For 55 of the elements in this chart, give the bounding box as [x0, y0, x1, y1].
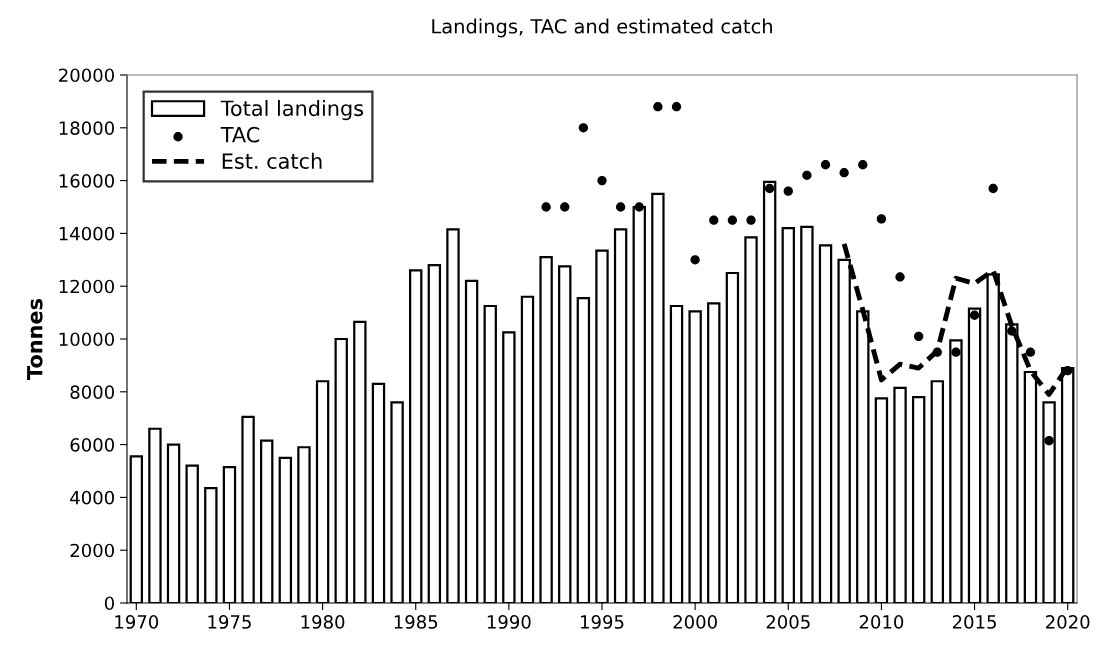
point [858, 160, 868, 170]
x-tick-label: 1990 [487, 615, 531, 629]
point [802, 170, 812, 180]
y-tick-label: 8000 [70, 385, 114, 399]
y-tick-label: 20000 [59, 68, 114, 83]
legend-label: Est. catch [222, 152, 322, 169]
y-axis-title: Tonnes [27, 299, 43, 380]
x-tick-label: 2005 [766, 615, 810, 629]
chart-title: Landings, TAC and estimated catch [432, 18, 772, 38]
x-tick-label: 1975 [208, 615, 251, 629]
point [914, 331, 924, 342]
y-tick-label: 4000 [70, 490, 114, 505]
point [1007, 326, 1017, 336]
x-tick-label: 1980 [301, 615, 345, 629]
point [709, 215, 719, 225]
point [820, 160, 831, 170]
y-tick-label: 14000 [59, 226, 114, 241]
y-tick-label: 16000 [59, 174, 114, 188]
y-tick-label: 12000 [59, 279, 114, 294]
point [932, 347, 942, 357]
point [839, 168, 849, 178]
y-tick-label: 2000 [70, 543, 114, 558]
x-tick-label: 2000 [673, 615, 717, 629]
x-tick-label: 1995 [581, 615, 624, 629]
point [1025, 347, 1036, 357]
point [764, 183, 775, 194]
x-tick-label: 2020 [1046, 615, 1090, 629]
point [578, 123, 589, 133]
point [895, 272, 905, 282]
x-tick-label: 1970 [115, 615, 159, 629]
point [876, 214, 887, 224]
point [671, 102, 682, 112]
point [727, 215, 738, 225]
point [969, 310, 980, 320]
legend-label: TAC [220, 126, 260, 143]
x-tick-label: 2010 [859, 615, 904, 629]
y-tick-label: 6000 [70, 438, 114, 452]
y-tick-label: 10000 [59, 332, 114, 347]
point [615, 202, 626, 212]
point [653, 102, 663, 112]
y-tick-label: 18000 [59, 121, 114, 135]
legend-label: Total landings [220, 100, 364, 121]
y-tick-label: 0 [104, 596, 114, 611]
x-tick-label: 1985 [394, 615, 438, 629]
point [560, 202, 570, 212]
point [1044, 435, 1054, 446]
point [634, 202, 644, 212]
point [988, 183, 998, 194]
x-tick-label: 2015 [952, 615, 996, 629]
point [690, 255, 700, 265]
point [951, 347, 961, 357]
point [783, 186, 793, 196]
point [597, 175, 607, 186]
point [746, 215, 756, 225]
point [541, 202, 551, 212]
